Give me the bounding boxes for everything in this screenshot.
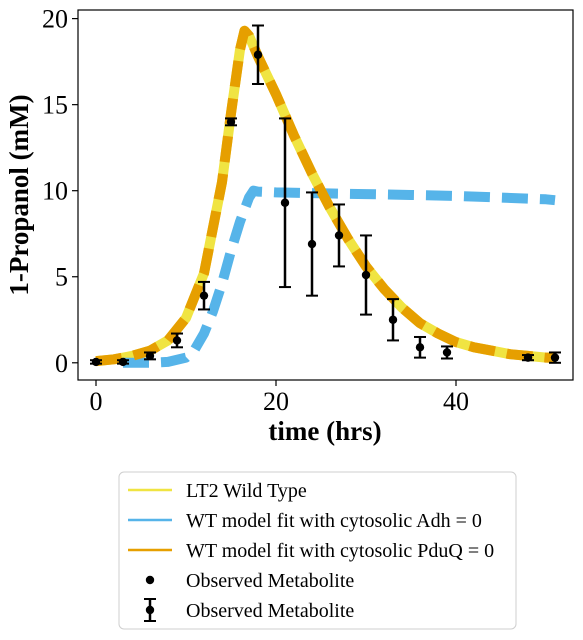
y-axis-ticks: 0 5 10 15 20: [42, 5, 78, 378]
observed-marker: [307, 239, 317, 249]
observed-point: [333, 203, 345, 268]
legend-item: LT2 Wild Type: [128, 480, 307, 502]
observed-marker: [523, 353, 533, 362]
observed-point: [252, 24, 264, 85]
observed-marker: [388, 315, 398, 324]
observed-marker: [442, 348, 452, 357]
series-line-wt-model-fit-with-cytosolic-adh-0: [123, 185, 556, 368]
legend-label: WT model fit with cytosolic Adh = 0: [186, 510, 482, 532]
observed-point: [522, 353, 534, 362]
x-axis-ticks: 0 20 40: [90, 380, 469, 416]
legend-marker: [145, 605, 155, 615]
observed-point: [414, 335, 426, 359]
observed-marker: [334, 231, 344, 240]
observed-point: [171, 332, 183, 349]
observed-marker: [91, 357, 101, 367]
legend-label: LT2 Wild Type: [186, 480, 307, 502]
legend-label: Observed Metabolite: [186, 570, 354, 592]
y-tick-label: 5: [55, 263, 68, 292]
observed-marker: [253, 50, 263, 59]
x-axis-label: time (hrs): [268, 416, 381, 446]
observed-marker: [550, 353, 560, 362]
observed-point: [144, 351, 156, 361]
observed-marker: [415, 343, 425, 352]
observed-point: [198, 280, 210, 311]
observed-point: [360, 234, 372, 316]
observed-marker: [172, 336, 182, 345]
legend-label: WT model fit with cytosolic PduQ = 0: [186, 540, 494, 562]
x-tick-label: 20: [263, 387, 289, 416]
legend-item: Observed Metabolite: [145, 570, 354, 592]
observed-marker: [280, 198, 290, 207]
observed-point: [306, 191, 318, 297]
x-tick-label: 40: [443, 387, 469, 416]
observed-point: [90, 357, 102, 367]
points-layer: [90, 24, 561, 367]
y-tick-label: 15: [42, 91, 68, 120]
observed-marker: [361, 270, 371, 280]
legend-item: WT model fit with cytosolic PduQ = 0: [128, 540, 494, 562]
legend-frame: [118, 471, 517, 630]
x-tick-label: 0: [90, 387, 103, 416]
legend-items: LT2 Wild Type WT model fit with cytosolic…: [128, 480, 494, 622]
observed-marker: [145, 351, 155, 361]
y-axis-label: 1-Propanol (mM): [4, 94, 34, 295]
legend-marker: [145, 575, 155, 585]
legend: LT2 Wild Type WT model fit with cytosolic…: [118, 471, 517, 630]
y-tick-label: 0: [55, 349, 68, 378]
observed-marker: [226, 117, 236, 127]
observed-marker: [199, 291, 209, 300]
observed-point: [549, 351, 561, 364]
observed-point: [279, 117, 291, 289]
y-tick-label: 20: [42, 5, 68, 34]
observed-point: [387, 298, 399, 342]
observed-point: [225, 117, 237, 127]
plot-area: [77, 9, 574, 381]
observed-marker: [118, 357, 128, 367]
observed-point: [441, 345, 453, 360]
legend-item: WT model fit with cytosolic Adh = 0: [128, 510, 482, 532]
y-tick-label: 10: [42, 177, 68, 206]
series-layer: [95, 25, 556, 368]
legend-item: Observed Metabolite: [144, 598, 354, 622]
observed-point: [117, 357, 129, 367]
series-line-wt-model-fit-with-cytosolic-pduq-0: [95, 25, 555, 367]
plot-frame: [77, 9, 574, 381]
legend-label: Observed Metabolite: [186, 600, 354, 622]
